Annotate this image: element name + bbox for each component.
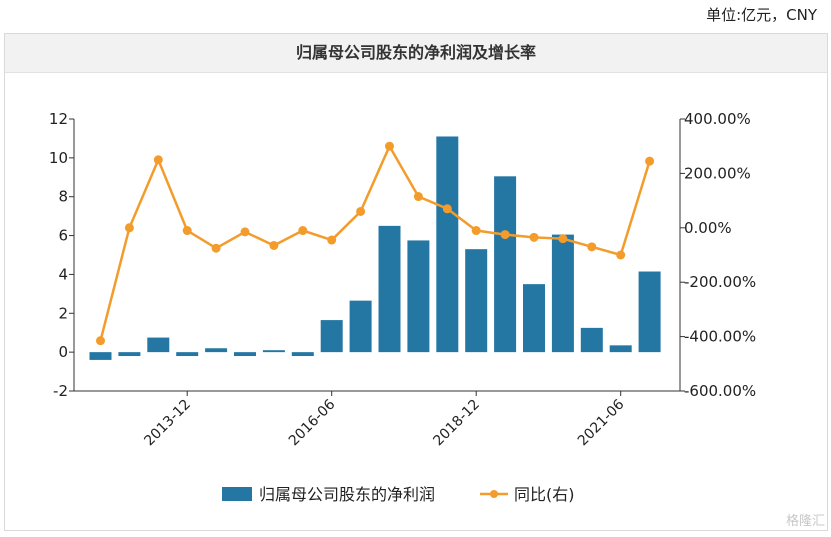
bar: [465, 249, 488, 353]
bar: [118, 352, 141, 357]
growth-point: [529, 232, 539, 242]
growth-point: [385, 141, 394, 151]
left-axis-tick-label: 0: [58, 343, 68, 361]
growth-point: [356, 206, 366, 216]
growth-point: [298, 226, 308, 236]
growth-point: [442, 204, 452, 214]
left-axis-tick-label: -2: [53, 382, 68, 400]
left-axis-tick-label: 10: [49, 149, 68, 167]
bar: [320, 320, 343, 353]
x-axis-tick-label: 2018-12: [430, 397, 483, 450]
right-axis-tick-label: -200.00%: [684, 273, 756, 291]
bar: [89, 352, 112, 360]
bar: [551, 234, 574, 353]
bar: [147, 337, 170, 353]
left-axis-tick-label: 6: [58, 227, 68, 245]
bar: [176, 352, 199, 357]
x-axis-tick-label: 2021-06: [575, 396, 628, 449]
chart-title: 归属母公司股东的净利润及增长率: [5, 34, 827, 73]
legend-bar-swatch: [222, 487, 252, 501]
left-axis-tick-label: 2: [58, 304, 68, 322]
unit-label: 单位:亿元，CNY: [706, 6, 817, 24]
bar: [580, 327, 603, 353]
growth-point: [96, 336, 105, 346]
growth-point: [471, 226, 481, 236]
growth-point: [645, 156, 655, 166]
growth-point: [587, 242, 597, 252]
bar: [262, 350, 285, 353]
bar: [436, 136, 459, 353]
watermark-logo: 格隆汇: [785, 514, 825, 529]
bar: [291, 352, 314, 357]
legend-bar-label: 归属母公司股东的净利润: [259, 485, 435, 504]
left-axis-tick-label: 8: [58, 188, 68, 206]
left-axis-tick-label: 4: [58, 265, 68, 283]
x-axis-tick-label: 2016-06: [286, 396, 339, 449]
growth-point: [269, 240, 279, 250]
legend-line-label: 同比(右): [514, 485, 575, 504]
x-axis-tick-label: 2013-12: [141, 397, 194, 450]
legend-line-marker: [490, 490, 498, 498]
right-axis-tick-label: 200.00%: [684, 164, 751, 182]
right-axis-tick-label: 400.00%: [684, 110, 751, 128]
growth-point: [500, 230, 510, 240]
bar: [523, 284, 545, 353]
bar: [234, 352, 256, 357]
growth-line: [99, 143, 651, 341]
bar: [494, 176, 517, 353]
bar: [205, 348, 228, 353]
right-axis-tick-label: -600.00%: [684, 382, 756, 400]
growth-point: [327, 235, 337, 245]
growth-point: [616, 250, 626, 260]
right-axis-tick-label: 0.00%: [684, 219, 732, 237]
growth-point: [182, 226, 192, 236]
growth-point: [124, 223, 134, 233]
growth-point: [413, 192, 423, 202]
bar: [349, 300, 372, 353]
right-axis-tick-label: -400.00%: [684, 328, 756, 346]
growth-point: [211, 243, 221, 253]
left-axis-tick-label: 12: [49, 110, 68, 128]
bar: [638, 271, 661, 353]
growth-point: [153, 155, 163, 165]
growth-point: [240, 227, 250, 237]
growth-point: [558, 234, 568, 244]
bar: [407, 240, 430, 353]
bar: [609, 345, 632, 353]
bar: [378, 225, 401, 353]
